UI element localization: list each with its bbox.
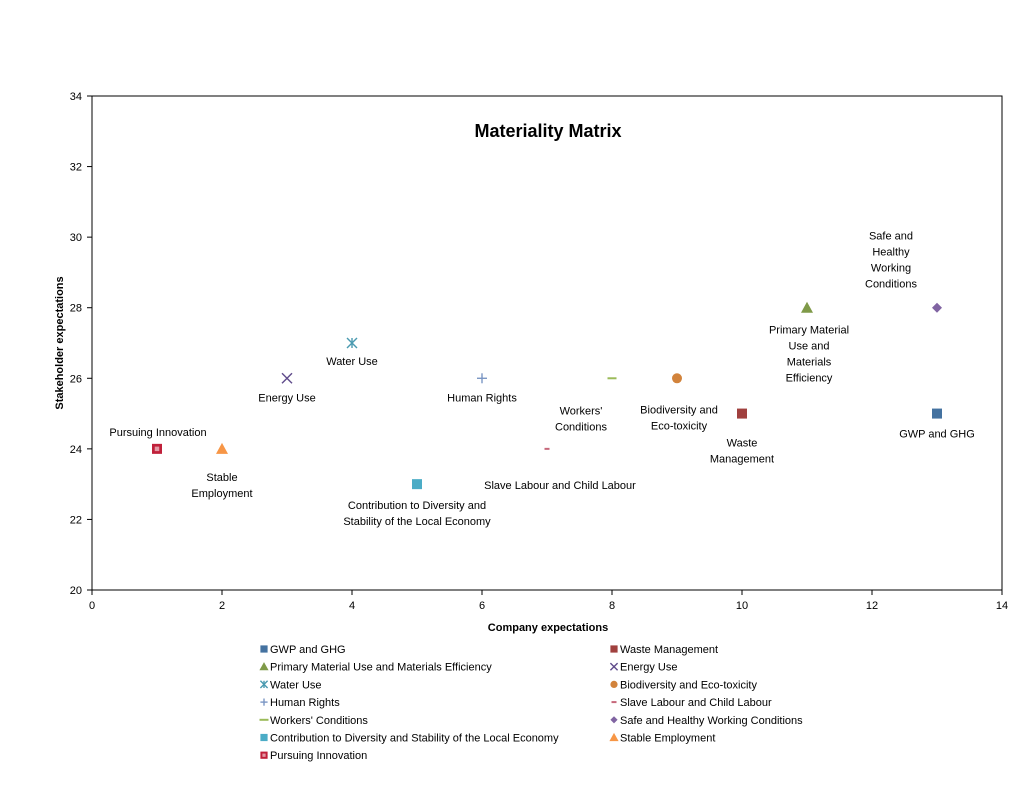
legend-item-safe-and-healthy-working-conditions: Safe and Healthy Working Conditions — [610, 715, 803, 727]
point-label-safe-and-healthy-working-conditions: Working — [871, 263, 911, 275]
y-tick-label: 26 — [70, 373, 82, 385]
legend-label: Waste Management — [620, 644, 718, 656]
point-label-pursuing-innovation: Pursuing Innovation — [109, 427, 206, 439]
point-labels: GWP and GHG Waste Management Primary Materi… — [109, 231, 974, 528]
legend-item-human-rights: Human Rights — [260, 697, 340, 709]
legend-item-water-use: Water Use — [259, 679, 322, 691]
point-waste-management — [737, 408, 747, 419]
point-biodiversity-and-eco-toxicity — [672, 373, 682, 384]
legend-item-energy-use: Energy Use — [609, 662, 677, 674]
legend-label: Primary Material Use and Materials Effic… — [270, 662, 492, 674]
point-label-waste-management: Waste — [727, 438, 758, 450]
x-axis-title: Company expectations — [488, 622, 608, 634]
legend-label: Energy Use — [620, 662, 677, 674]
legend-item-stable-employment: Stable Employment — [609, 733, 715, 745]
legend-item-contribution-to-diversity-and-stability-of-the-local-economy: Contribution to Diversity and Stability … — [260, 733, 559, 745]
point-label-primary-material-use-and-materials-efficiency: Efficiency — [786, 373, 833, 385]
legend-item-gwp-and-ghg: GWP and GHG — [260, 644, 346, 656]
point-safe-and-healthy-working-conditions — [932, 302, 942, 313]
legend-label: Contribution to Diversity and Stability … — [270, 733, 559, 745]
point-label-biodiversity-and-eco-toxicity: Eco-toxicity — [651, 420, 708, 432]
legend-label: Water Use — [270, 679, 322, 691]
point-label-workers-conditions: Conditions — [555, 421, 607, 433]
point-label-primary-material-use-and-materials-efficiency: Materials — [787, 357, 832, 369]
point-label-biodiversity-and-eco-toxicity: Biodiversity and — [640, 404, 718, 416]
point-stable-employment — [216, 442, 228, 454]
x-tick-label: 0 — [89, 600, 95, 612]
legend-item-waste-management: Waste Management — [610, 644, 718, 656]
x-tick-label: 12 — [866, 600, 878, 612]
x-axis-ticks: 0 2 4 6 8 10 12 14 — [89, 590, 1008, 612]
legend-label: Human Rights — [270, 697, 340, 709]
legend-item-biodiversity-and-eco-toxicity: Biodiversity and Eco-toxicity — [610, 679, 757, 691]
data-points — [152, 301, 942, 490]
x-tick-label: 10 — [736, 600, 748, 612]
point-label-energy-use: Energy Use — [258, 392, 315, 404]
chart-title: Materiality Matrix — [474, 121, 621, 141]
point-label-human-rights: Human Rights — [447, 392, 517, 404]
legend-label: Biodiversity and Eco-toxicity — [620, 679, 757, 691]
point-label-water-use: Water Use — [326, 356, 378, 368]
legend-item-primary-material-use-and-materials-efficiency: Primary Material Use and Materials Effic… — [259, 662, 492, 674]
legend-label: Slave Labour and Child Labour — [620, 697, 772, 709]
point-primary-material-use-and-materials-efficiency — [801, 301, 813, 313]
point-label-slave-labour-and-child-labour: Slave Labour and Child Labour — [484, 480, 636, 492]
point-gwp-and-ghg — [932, 408, 942, 419]
legend-label: Pursuing Innovation — [270, 750, 367, 762]
point-label-contribution-to-diversity-and-stability-of-the-local-economy: Contribution to Diversity and — [348, 500, 486, 512]
point-label-stable-employment: Stable — [206, 472, 237, 484]
point-label-primary-material-use-and-materials-efficiency: Primary Material — [769, 325, 849, 337]
legend-label: Workers' Conditions — [270, 715, 368, 727]
y-tick-label: 22 — [70, 514, 82, 526]
x-tick-label: 2 — [219, 600, 225, 612]
legend-item-pursuing-innovation: Pursuing Innovation — [260, 750, 367, 762]
point-label-stable-employment: Employment — [191, 488, 252, 500]
point-human-rights — [477, 373, 487, 384]
y-tick-label: 24 — [70, 444, 82, 456]
y-tick-label: 34 — [70, 91, 82, 103]
point-label-safe-and-healthy-working-conditions: Healthy — [872, 247, 910, 259]
point-water-use — [346, 337, 358, 349]
legend-label: Safe and Healthy Working Conditions — [620, 715, 803, 727]
legend-label: Stable Employment — [620, 733, 715, 745]
legend-item-workers-conditions: Workers' Conditions — [259, 715, 368, 727]
x-tick-label: 4 — [349, 600, 355, 612]
point-label-workers-conditions: Workers' — [560, 405, 603, 417]
y-tick-label: 30 — [70, 232, 82, 244]
point-label-safe-and-healthy-working-conditions: Safe and — [869, 231, 913, 243]
point-label-safe-and-healthy-working-conditions: Conditions — [865, 279, 917, 291]
y-tick-label: 32 — [70, 162, 82, 174]
legend-item-slave-labour-and-child-labour: Slave Labour and Child Labour — [611, 697, 772, 709]
point-label-waste-management: Management — [710, 454, 774, 466]
point-label-contribution-to-diversity-and-stability-of-the-local-economy: Stability of the Local Economy — [343, 516, 491, 528]
legend-label: GWP and GHG — [270, 644, 346, 656]
point-pursuing-innovation — [152, 443, 162, 454]
point-contribution-to-diversity-and-stability-of-the-local-economy — [412, 479, 422, 490]
y-tick-label: 20 — [70, 585, 82, 597]
y-axis-ticks: 20 22 24 26 28 30 32 34 — [70, 91, 92, 597]
legend: GWP and GHG Waste Management Primary Mater… — [259, 644, 803, 762]
point-label-gwp-and-ghg: GWP and GHG — [899, 429, 975, 441]
x-tick-label: 6 — [479, 600, 485, 612]
x-tick-label: 14 — [996, 600, 1008, 612]
y-axis-title: Stakeholder expectations — [54, 276, 66, 409]
point-label-primary-material-use-and-materials-efficiency: Use and — [789, 341, 830, 353]
y-tick-label: 28 — [70, 303, 82, 315]
plot-area — [91, 95, 1003, 591]
point-energy-use — [281, 372, 293, 384]
x-tick-label: 8 — [609, 600, 615, 612]
